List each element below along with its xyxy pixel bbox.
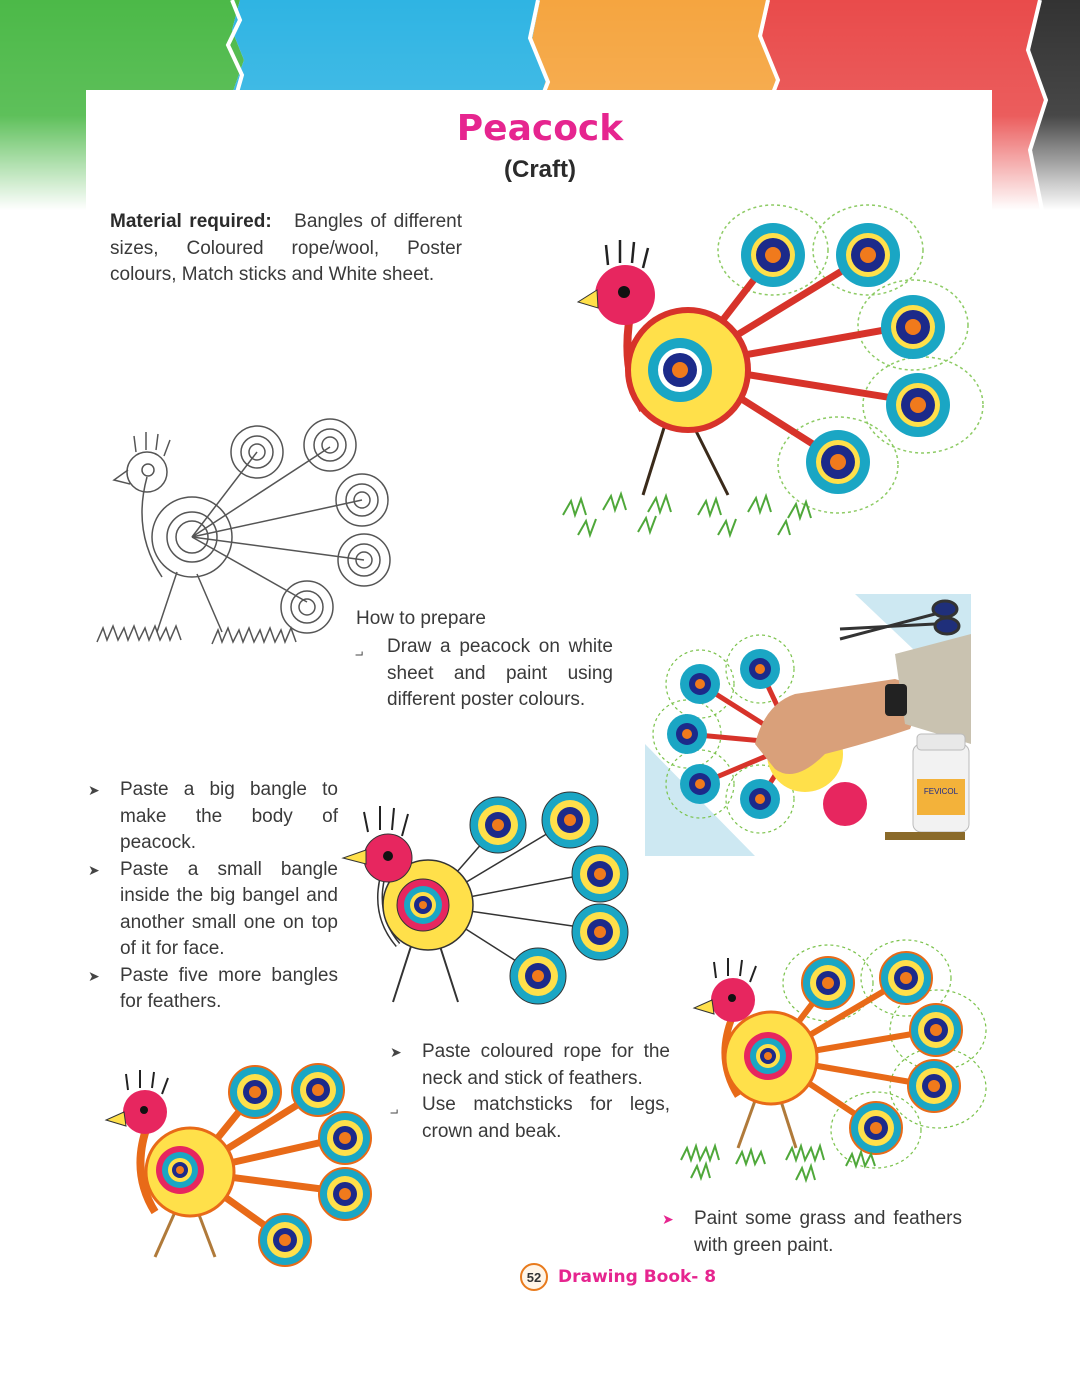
bullet-arrow-icon: ⨼ — [390, 1101, 399, 1117]
material-required: Material required: Bangles of different … — [110, 209, 462, 289]
list-item: ➤ Paste coloured rope for the neck and s… — [390, 1041, 670, 1089]
peacock-craft-photo-top — [562, 204, 984, 539]
scissors-icon — [839, 599, 961, 641]
how-to-steps: ⨼ Draw a peacock on white sheet and pain… — [355, 634, 613, 714]
material-label: Material required: — [110, 211, 272, 232]
material-line-3: colours, Match sticks and White sheet. — [110, 264, 435, 285]
hand-photo — [755, 634, 971, 774]
bullet-arrow-icon: ➤ — [88, 861, 100, 878]
list-item: ➤ Paste five more bangles for feathers. — [88, 964, 338, 1013]
list-item: ➤ Paste a big bangle to make the body of… — [88, 779, 338, 853]
peacock-finished — [680, 939, 987, 1184]
page-number: 52 — [520, 1263, 548, 1291]
page-title: Peacock — [456, 108, 624, 149]
list-item: ⨼ Use matchsticks for legs, crown and be… — [390, 1094, 670, 1142]
material-line-1: Bangles of different — [294, 211, 462, 232]
peacock-with-rope — [104, 1063, 372, 1267]
peacock-outline-sketch — [96, 418, 391, 645]
list-item: ➤ Paint some grass and feathers with gre… — [662, 1208, 962, 1256]
page-subtitle: (Craft) — [504, 156, 576, 183]
glue-label: FEVICOL — [924, 787, 959, 796]
list-item: ⨼ Draw a peacock on white sheet and pain… — [355, 636, 613, 710]
book-title: Drawing Book- 8 — [558, 1267, 717, 1287]
steps-rope: ➤ Paste coloured rope for the neck and s… — [390, 1039, 670, 1145]
bullet-arrow-icon: ➤ — [390, 1044, 402, 1060]
bullet-arrow-icon: ⨼ — [355, 643, 364, 659]
material-line-2: sizes, Coloured rope/wool, Poster — [110, 237, 462, 259]
craft-process-photo: FEVICOL — [645, 594, 971, 856]
how-to-prepare-heading: How to prepare — [356, 608, 486, 629]
step-paint-grass: ➤ Paint some grass and feathers with gre… — [662, 1206, 962, 1259]
bullet-arrow-icon: ➤ — [662, 1211, 674, 1227]
peacock-painted-middle — [341, 791, 629, 1005]
steps-bangles: ➤ Paste a big bangle to make the body of… — [88, 777, 338, 1016]
list-item: ➤ Paste a small bangle inside the big ba… — [88, 858, 338, 960]
page-footer: 52 Drawing Book- 8 — [520, 1262, 716, 1292]
bullet-arrow-icon: ➤ — [88, 967, 100, 984]
white-sheet — [86, 90, 992, 210]
glue-bottle-icon: FEVICOL — [912, 733, 970, 833]
bullet-arrow-icon: ➤ — [88, 782, 100, 798]
